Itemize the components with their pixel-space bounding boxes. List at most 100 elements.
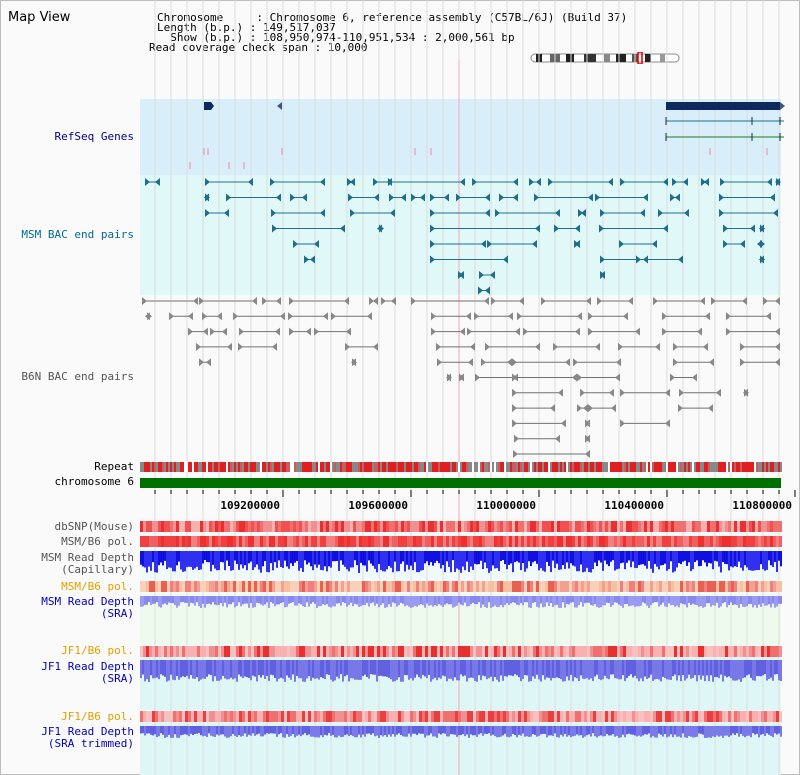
repeat-segment — [240, 462, 242, 472]
msm-depth-sra-bar — [238, 596, 240, 603]
track-label-repeat[interactable]: Repeat — [94, 460, 134, 473]
track-label-msm-depth-sra[interactable]: MSM Read Depth — [41, 595, 134, 608]
track-label-b6n-bac[interactable]: B6N BAC end pairs — [21, 370, 134, 383]
repeat-segment — [530, 462, 532, 472]
msm-depth-capillary-bar — [640, 551, 642, 565]
jf1-depth-trimmed-bar — [644, 726, 646, 735]
msm-depth-capillary-bar — [254, 551, 256, 568]
jf1-b6-pol-track-1-cell — [314, 646, 317, 657]
jf1-depth-sra-bar — [600, 660, 602, 681]
b6n-bac-end — [331, 312, 336, 321]
msm-depth-capillary-bar — [142, 551, 144, 567]
msm-depth-capillary-bar — [284, 551, 286, 561]
track-label-refseq-genes[interactable]: RefSeq Genes — [54, 130, 134, 143]
msm-bac-end — [663, 224, 668, 233]
track-label-msm-bac[interactable]: MSM BAC end pairs — [21, 228, 134, 241]
jf1-depth-trimmed-bar — [744, 726, 746, 738]
jf1-depth-sra-bar — [554, 660, 556, 679]
repeat-segment — [448, 462, 450, 472]
track-label-msm-depth-capillary[interactable]: MSM Read Depth — [41, 551, 134, 564]
jf1-depth-trimmed-bar — [436, 726, 438, 738]
msm-b6-pol-track-2-cell — [647, 581, 650, 592]
track-label-jf1-depth-trimmed[interactable]: JF1 Read Depth — [41, 725, 134, 738]
jf1-b6-pol-track-1-cell — [659, 646, 662, 657]
repeat-segment — [510, 462, 512, 472]
track-label-chromosome[interactable]: chromosome 6 — [54, 475, 134, 488]
jf1-depth-sra-bar — [456, 660, 458, 681]
jf1-depth-trimmed-bar — [444, 726, 446, 734]
msm-depth-capillary-bar — [630, 551, 632, 568]
repeat-segment — [314, 462, 316, 472]
msm-bac-end — [683, 178, 688, 186]
jf1-depth-trimmed-bar — [610, 726, 612, 736]
track-label-msm-b6-pol-1[interactable]: MSM/B6 pol. — [61, 535, 134, 548]
msm-depth-sra-bar — [558, 596, 560, 608]
msm-depth-capillary-bar — [270, 551, 272, 564]
msm-depth-capillary-bar — [202, 551, 204, 564]
jf1-depth-sra-bar — [728, 660, 730, 677]
msm-depth-sra-bar — [480, 596, 482, 608]
b6n-bac-end — [517, 312, 522, 321]
jf1-b6-pol-track-1-cell — [167, 646, 170, 657]
b6n-bac-end — [367, 312, 372, 321]
msm-depth-sra-bar — [468, 596, 470, 607]
repeat-segment — [522, 462, 524, 472]
jf1-depth-trimmed-bar — [260, 726, 262, 737]
jf1-depth-sra-bar — [618, 660, 620, 680]
track-label-jf1-b6-pol-2[interactable]: JF1/B6 pol. — [61, 710, 134, 723]
msm-b6-pol-track-1-cell — [239, 536, 242, 547]
msm-depth-sra-bar — [164, 596, 166, 604]
jf1-depth-trimmed-bar — [172, 726, 174, 738]
repeat-segment — [700, 462, 702, 472]
jf1-b6-pol-track-2-cell — [296, 711, 299, 722]
msm-depth-capillary-bar — [728, 551, 730, 571]
msm-depth-sra-bar — [598, 596, 600, 608]
jf1-b6-pol-track-2-cell — [161, 711, 164, 722]
jf1-b6-pol-track-2-cell — [389, 711, 392, 722]
jf1-depth-sra — [140, 660, 782, 682]
jf1-b6-pol-track-1-cell — [209, 646, 212, 657]
repeat-segment — [694, 462, 696, 472]
jf1-depth-trimmed-bar — [404, 726, 406, 737]
msm-depth-capillary-bar — [380, 551, 382, 570]
msm-b6-pol-track-2-cell — [506, 581, 509, 592]
msm-depth-sra-bar — [294, 596, 296, 606]
dbsnp-track-cell — [599, 521, 602, 532]
repeat-segment — [558, 462, 560, 472]
msm-depth-sra-bar — [388, 596, 390, 605]
track-label-msm-b6-pol-2[interactable]: MSM/B6 pol. — [61, 580, 134, 593]
msm-depth-sra-bar — [484, 596, 486, 607]
msm-depth-sra-bar — [198, 596, 200, 607]
msm-b6-pol-track-2-cell — [500, 581, 503, 592]
jf1-b6-pol-track-2-cell — [353, 711, 356, 722]
jf1-depth-trimmed-bar — [292, 726, 294, 734]
jf1-b6-pol-track-2-cell — [434, 711, 437, 722]
jf1-depth-sra-bar — [620, 660, 622, 680]
msm-b6-pol-track-1-cell — [290, 536, 293, 547]
jf1-depth-sra-bar — [242, 660, 244, 679]
jf1-b6-pol-track-2-cell — [617, 711, 620, 722]
track-label-jf1-depth-sra[interactable]: JF1 Read Depth — [41, 660, 134, 673]
track-label-dbsnp[interactable]: dbSNP(Mouse) — [54, 520, 134, 533]
msm-depth-sra-bar — [412, 596, 414, 608]
msm-depth-capillary-bar — [310, 551, 312, 567]
dbsnp-track-cell — [686, 521, 689, 532]
msm-b6-pol-track-2-cell — [407, 581, 410, 592]
repeat-track — [140, 462, 782, 472]
msm-depth-capillary-bar — [642, 551, 644, 565]
b6n-bac-end — [227, 342, 232, 351]
msm-depth-capillary-bar — [410, 551, 412, 566]
msm-depth-capillary-bar — [302, 551, 304, 572]
jf1-depth-sra-bar — [286, 660, 288, 676]
track-label-jf1-b6-pol-1[interactable]: JF1/B6 pol. — [61, 644, 134, 657]
msm-b6-pol-track-2-cell — [491, 581, 494, 592]
jf1-depth-trimmed-bar — [296, 726, 298, 736]
msm-b6-pol-track-1-cell — [653, 536, 656, 547]
repeat-segment — [394, 462, 396, 472]
msm-b6-pol-track-2-cell — [386, 581, 389, 592]
msm-b6-pol-track-1-cell — [467, 536, 470, 547]
msm-b6-pol-track-2-cell — [713, 581, 716, 592]
jf1-depth-trimmed-bar — [340, 726, 342, 738]
jf1-b6-pol-track-2-cell — [620, 711, 623, 722]
